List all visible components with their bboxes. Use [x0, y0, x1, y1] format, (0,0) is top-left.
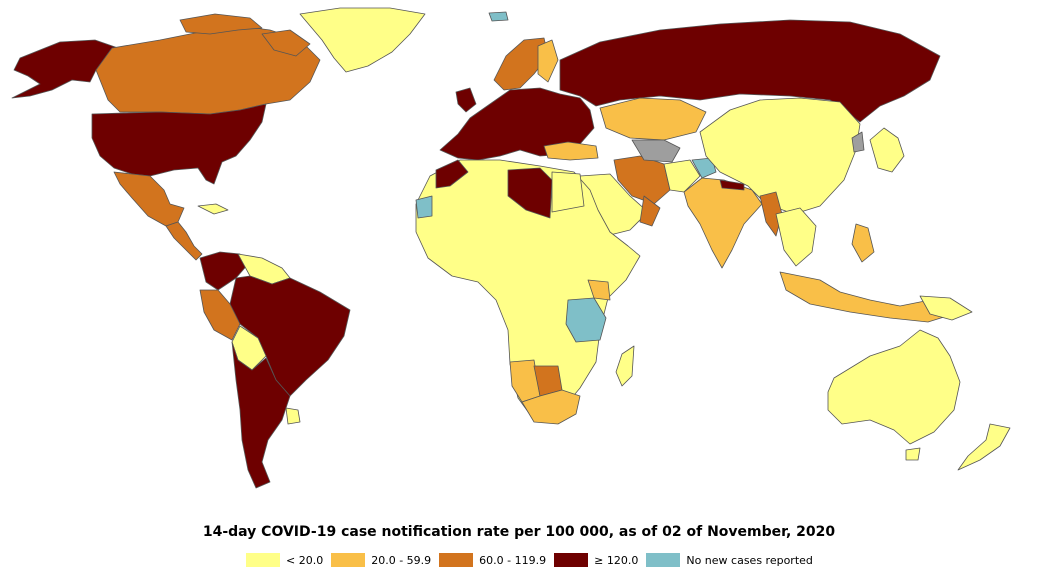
region-se-asia [775, 207, 817, 267]
region-central-asia [631, 139, 681, 163]
region-pakistan [691, 157, 717, 179]
region-philippines [851, 223, 875, 263]
legend-swatch-none [646, 553, 681, 567]
region-usa [91, 103, 267, 185]
region-brazil [229, 275, 351, 397]
region-argentina-chile [231, 341, 291, 489]
legend-item-high: 60.0 - 119.9 [439, 553, 546, 567]
region-kazakhstan [599, 97, 707, 141]
region-uk [455, 87, 477, 113]
region-iceland [488, 11, 509, 22]
legend-label-none: No new cases reported [686, 553, 813, 567]
region-western-sahara [415, 195, 433, 219]
region-russia [559, 19, 941, 123]
legend-swatch-high [439, 553, 474, 567]
legend-item-vhigh: ≥ 120.0 [554, 553, 638, 567]
region-australia [827, 329, 961, 445]
region-afghanistan [663, 159, 701, 193]
region-new-guinea [919, 295, 973, 321]
region-greenland [299, 7, 426, 73]
legend-label-low: < 20.0 [286, 553, 324, 567]
region-colombia-venezuela [199, 251, 251, 291]
legend: < 20.0 20.0 - 59.9 60.0 - 119.9 ≥ 120.0 … [246, 553, 821, 567]
region-new-zealand [957, 423, 1011, 471]
region-south-africa [521, 389, 581, 425]
region-morocco [435, 159, 469, 189]
world-map [11, 7, 1011, 489]
region-kenya [587, 279, 611, 301]
legend-swatch-vhigh [554, 553, 589, 567]
region-central-america [165, 221, 203, 261]
region-madagascar [615, 345, 635, 387]
region-arctic-islands [179, 13, 263, 35]
legend-swatch-low [246, 553, 280, 567]
region-alaska [11, 39, 119, 99]
legend-item-mid: 20.0 - 59.9 [331, 553, 431, 567]
region-finland [537, 39, 559, 83]
region-uruguay [285, 407, 301, 425]
region-turkey [543, 141, 599, 161]
region-peru [199, 289, 241, 341]
region-libya [507, 167, 553, 219]
region-india [683, 177, 763, 269]
legend-item-low: < 20.0 [246, 553, 323, 567]
region-caribbean [197, 203, 229, 215]
region-mexico [113, 171, 185, 227]
region-europe [439, 87, 595, 161]
legend-label-mid: 20.0 - 59.9 [371, 553, 432, 567]
region-oman [639, 195, 661, 227]
legend-label-vhigh: ≥ 120.0 [594, 553, 639, 567]
region-korea-japan [869, 127, 905, 173]
legend-label-high: 60.0 - 119.9 [479, 553, 547, 567]
region-egypt [551, 171, 585, 213]
map-title: 14-day COVID-19 case notification rate p… [202, 524, 836, 540]
region-china [699, 97, 861, 215]
region-baffin [261, 29, 311, 57]
region-tasmania [905, 447, 921, 461]
legend-item-none: No new cases reported [646, 553, 813, 567]
region-nepal [719, 179, 745, 191]
legend-swatch-mid [331, 553, 366, 567]
region-sakhalin [851, 131, 865, 153]
